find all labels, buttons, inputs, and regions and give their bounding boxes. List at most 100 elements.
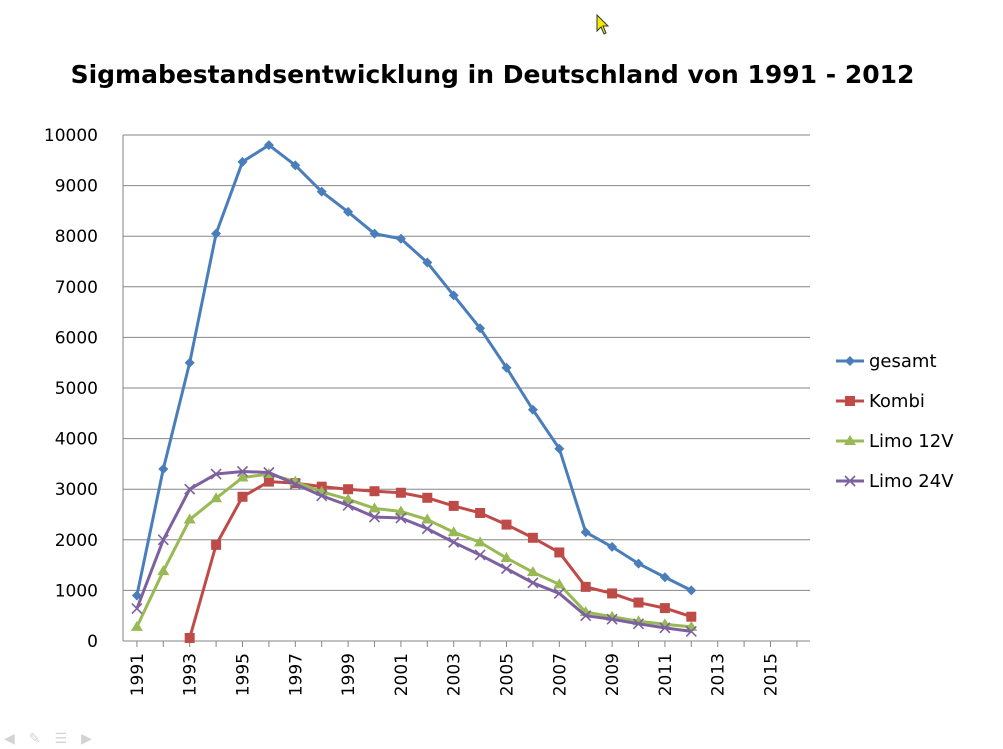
previous-slide-icon[interactable]: ◀ [4, 731, 15, 747]
slide-controls: ◀ ✎ ☰ ▶ [4, 731, 92, 747]
x-tick-label: 1991 [128, 653, 148, 696]
data-point-kombi [369, 486, 380, 497]
y-tick-label: 10000 [44, 126, 98, 146]
data-point-limo-24v [210, 468, 222, 480]
data-point-limo-24v [342, 499, 354, 511]
data-point-limo-12v [526, 566, 539, 577]
data-point-limo-24v [474, 549, 486, 561]
x-tick-label: 2005 [498, 653, 518, 696]
x-tick-label: 2013 [709, 653, 729, 696]
data-point-gesamt [686, 585, 697, 596]
data-point-gesamt [184, 357, 195, 368]
data-point-limo-24v [368, 511, 381, 523]
data-point-gesamt [211, 228, 222, 239]
y-tick-label: 1000 [55, 581, 98, 601]
data-point-gesamt [633, 558, 644, 569]
data-point-kombi [686, 611, 697, 622]
y-tick-label: 7000 [55, 278, 98, 298]
legend-label-gesamt: gesamt [869, 351, 937, 372]
legend-marker-limo-24v [844, 475, 856, 487]
data-point-limo-24v [157, 534, 169, 546]
data-point-limo-12v [553, 578, 566, 589]
y-tick-label: 8000 [55, 227, 98, 247]
data-point-gesamt [501, 362, 512, 373]
data-point-limo-12v [183, 513, 196, 524]
x-tick-label: 1993 [181, 653, 201, 696]
data-point-gesamt [448, 290, 459, 301]
data-point-limo-24v [184, 483, 196, 495]
y-tick-label: 2000 [55, 531, 98, 551]
legend-label-kombi: Kombi [869, 391, 925, 412]
y-tick-label: 6000 [55, 328, 98, 348]
data-point-limo-24v [659, 622, 671, 634]
next-slide-icon[interactable]: ▶ [81, 731, 92, 747]
legend-marker-gesamt [845, 356, 855, 366]
data-point-gesamt [290, 160, 301, 171]
data-point-kombi [211, 539, 222, 550]
data-point-limo-12v [421, 513, 434, 524]
series-line-limo-12v [135, 472, 692, 629]
x-tick-label: 2007 [550, 653, 570, 696]
data-point-limo-24v [685, 625, 697, 637]
data-point-limo-12v [447, 526, 460, 537]
x-tick-label: 1997 [286, 653, 306, 696]
y-tick-label: 4000 [55, 430, 98, 450]
data-point-gesamt [475, 323, 486, 334]
data-point-kombi [501, 519, 512, 530]
data-point-limo-24v [395, 512, 407, 524]
legend-marker-kombi [845, 396, 855, 406]
series-line-gesamt [135, 143, 692, 596]
y-tick-label: 3000 [55, 480, 98, 500]
data-point-limo-24v [606, 613, 618, 625]
data-point-gesamt [659, 572, 670, 583]
data-point-limo-24v [421, 523, 433, 535]
data-point-gesamt [580, 527, 591, 538]
data-point-kombi [580, 581, 591, 592]
series-line-limo-24v [135, 469, 692, 633]
legend-label-limo-24v: Limo 24V [869, 471, 954, 492]
mouse-cursor-icon [596, 14, 610, 35]
x-tick-label: 1995 [234, 653, 254, 696]
data-point-gesamt [422, 257, 433, 268]
data-point-limo-24v [289, 478, 301, 490]
data-point-kombi [475, 507, 486, 518]
x-tick-label: 2009 [603, 653, 623, 696]
y-tick-label: 0 [87, 632, 98, 652]
data-point-limo-24v [263, 466, 275, 479]
data-point-limo-12v [500, 552, 513, 563]
data-point-gesamt [395, 233, 406, 244]
data-point-gesamt [369, 228, 380, 239]
data-point-kombi [263, 476, 274, 487]
data-point-kombi [554, 547, 565, 558]
data-point-kombi [343, 484, 354, 495]
x-tick-label: 2001 [392, 653, 412, 696]
x-tick-label: 1999 [339, 653, 359, 696]
data-point-gesamt [527, 404, 538, 415]
data-point-limo-12v [236, 471, 249, 482]
data-point-kombi [395, 487, 406, 498]
data-point-limo-12v [474, 536, 487, 547]
data-point-limo-12v [394, 505, 407, 516]
data-point-limo-24v [448, 536, 460, 548]
pen-icon[interactable]: ✎ [28, 731, 41, 747]
data-point-gesamt [554, 443, 565, 454]
data-point-limo-24v [527, 577, 539, 589]
data-point-gesamt [237, 156, 248, 167]
data-point-gesamt [343, 206, 354, 217]
data-point-kombi [448, 500, 459, 511]
data-point-limo-12v [130, 620, 143, 631]
x-tick-label: 2011 [656, 653, 676, 696]
data-point-limo-24v [236, 465, 249, 478]
data-point-kombi [607, 588, 618, 599]
legend-label-limo-12v: Limo 12V [869, 431, 954, 452]
data-point-limo-24v [580, 610, 592, 622]
legend-marker-limo-12v [844, 435, 856, 445]
x-tick-label: 2003 [445, 653, 465, 696]
menu-icon[interactable]: ☰ [54, 731, 68, 747]
data-point-gesamt [316, 186, 327, 197]
data-point-limo-24v [500, 563, 513, 575]
data-point-limo-12v [157, 565, 170, 576]
chart-title: Sigmabestandsentwicklung in Deutschland … [70, 60, 915, 89]
data-point-gesamt [607, 541, 618, 552]
